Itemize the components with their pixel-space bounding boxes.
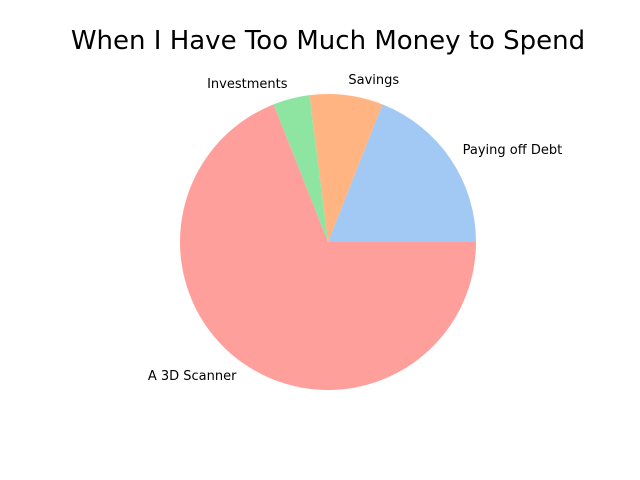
pie-label-a-3d-scanner: A 3D Scanner: [148, 369, 237, 384]
pie-slice-investments: [273, 95, 328, 242]
pie-labels: Paying off Debt Savings Investments A 3D Sc…: [148, 73, 562, 384]
pie-label-savings: Savings: [348, 73, 399, 88]
pie-label-investments: Investments: [207, 77, 288, 92]
pie-slice-paying-off-debt: [328, 104, 477, 242]
pie-label-paying-off-debt: Paying off Debt: [463, 143, 563, 158]
chart-title: When I Have Too Much Money to Spend: [71, 26, 585, 56]
pie-slice-savings: [309, 94, 383, 242]
pie-slices: [180, 94, 477, 390]
pie-slice-a-3d-scanner: [180, 104, 476, 390]
